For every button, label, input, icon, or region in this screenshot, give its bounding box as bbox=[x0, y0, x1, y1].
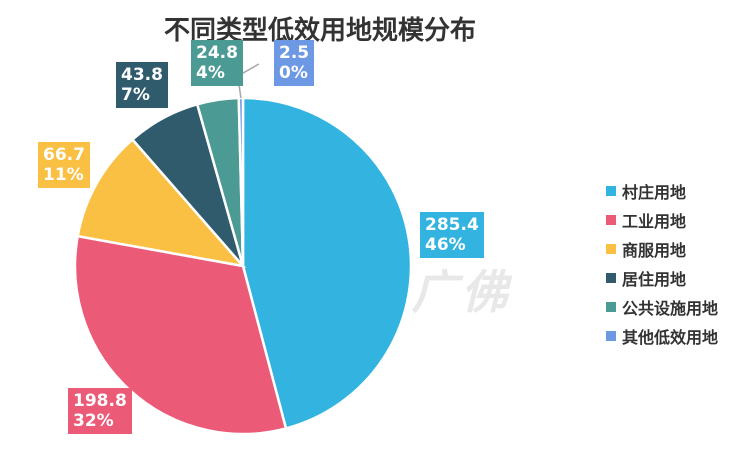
legend-label: 居住用地 bbox=[622, 269, 687, 289]
data-label-value: 285.4 bbox=[425, 215, 479, 235]
pie-slice-1 bbox=[241, 96, 413, 430]
data-label-1: 285.4 46% bbox=[420, 212, 484, 258]
legend-item: 村庄用地 bbox=[606, 176, 718, 205]
legend: 村庄用地工业用地商服用地居住用地公共设施用地 其他低效用地 bbox=[606, 176, 718, 350]
data-label-value: 66.7 bbox=[43, 145, 85, 165]
data-label-3: 66.7 11% bbox=[38, 142, 90, 188]
legend-item: 公共设施用地 bbox=[606, 292, 718, 321]
legend-swatch bbox=[606, 272, 616, 283]
legend-label: 公共设施用地 bbox=[622, 298, 719, 318]
legend-swatch bbox=[606, 301, 616, 312]
data-label-2: 198.8 32% bbox=[68, 388, 132, 434]
legend-swatch bbox=[606, 243, 616, 254]
data-label-value: 24.8 bbox=[196, 43, 238, 63]
legend-label: 工业用地 bbox=[622, 211, 687, 231]
data-label-4: 43.8 7% bbox=[116, 62, 168, 108]
legend-swatch bbox=[606, 330, 616, 341]
legend-swatch bbox=[606, 185, 616, 196]
data-label-percent: 46% bbox=[425, 235, 466, 255]
data-label-percent: 32% bbox=[73, 411, 114, 431]
pie-slice-6 bbox=[237, 96, 245, 267]
legend-item: 商服用地 bbox=[606, 234, 718, 263]
legend-label: 村庄用地 bbox=[622, 182, 687, 202]
data-label-6: 2.5 0% bbox=[274, 40, 315, 86]
legend-label: 商服用地 bbox=[622, 240, 687, 260]
legend-label: 其他低效用地 bbox=[622, 327, 719, 347]
data-label-percent: 4% bbox=[196, 63, 225, 83]
data-label-percent: 7% bbox=[121, 85, 150, 105]
data-label-value: 43.8 bbox=[121, 65, 163, 85]
legend-item: 其他低效用地 bbox=[606, 321, 718, 350]
data-label-value: 2.5 bbox=[279, 43, 310, 63]
data-label-percent: 11% bbox=[43, 165, 84, 185]
pie-slice-3 bbox=[76, 137, 247, 268]
legend-item: 工业用地 bbox=[606, 205, 718, 234]
data-label-percent: 0% bbox=[279, 63, 308, 83]
data-label-5: 24.8 4% bbox=[191, 40, 243, 86]
legend-item: 居住用地 bbox=[606, 263, 718, 292]
data-label-value: 198.8 bbox=[73, 391, 127, 411]
legend-swatch bbox=[606, 214, 616, 225]
